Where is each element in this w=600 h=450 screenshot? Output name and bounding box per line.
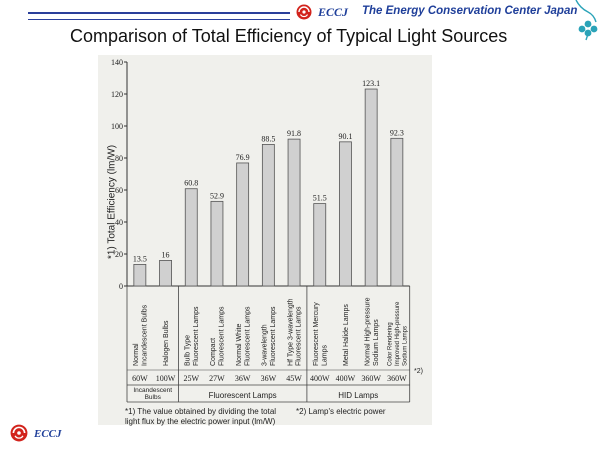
category-label: Metal Halide Lamps bbox=[343, 304, 350, 366]
group-label: HID Lamps bbox=[338, 391, 378, 400]
y-tick-label: 80 bbox=[115, 154, 123, 163]
bar-2 bbox=[159, 259, 172, 287]
power-label: 25W bbox=[183, 374, 199, 383]
footer-eccj-logo-icon bbox=[10, 424, 28, 442]
category-label: 3-wavelength Fluorescent Lamps bbox=[262, 306, 278, 366]
power-label: 100W bbox=[156, 374, 176, 383]
clover-icon bbox=[575, 0, 598, 41]
data-label: 123.1 bbox=[362, 79, 380, 88]
bar-4 bbox=[210, 200, 224, 287]
category-label: Normal White Fluorescent Lamps bbox=[236, 306, 252, 366]
power-label: 36W bbox=[235, 374, 251, 383]
category-label: Fluorescent Mercury Lamps bbox=[313, 302, 329, 366]
y-tick-label: 60 bbox=[115, 186, 123, 195]
bar-6 bbox=[261, 143, 275, 287]
category-label: Halogen Bulbs bbox=[163, 320, 170, 366]
data-label: 52.9 bbox=[210, 191, 224, 200]
data-label: 16 bbox=[162, 250, 170, 259]
power-label: 400W bbox=[310, 374, 330, 383]
data-label: 92.3 bbox=[390, 128, 404, 137]
header-rule bbox=[28, 12, 290, 20]
header-org-abbr: ECCJ bbox=[318, 5, 349, 19]
footnote-power: *2) Lamp's electric power bbox=[296, 407, 386, 416]
category-label: Color Rendering Improved High-pressure Sod… bbox=[387, 301, 408, 366]
power-label: 360W bbox=[387, 374, 407, 383]
power-note-marker: *2) bbox=[414, 368, 423, 375]
power-label: 360W bbox=[361, 374, 381, 383]
data-label: 90.1 bbox=[338, 132, 352, 141]
bar-1 bbox=[133, 263, 147, 287]
data-label: 51.5 bbox=[313, 194, 327, 203]
bar-8 bbox=[313, 203, 327, 287]
category-label: Compact Fluorescent Lamps bbox=[210, 306, 226, 366]
power-label: 36W bbox=[261, 374, 277, 383]
group-label: Incandescent Bulbs bbox=[133, 387, 172, 401]
category-label: Normal Incandescent Bulbs bbox=[133, 304, 149, 366]
data-label: 88.5 bbox=[261, 134, 275, 143]
bar-3 bbox=[184, 188, 198, 287]
footer-org-abbr: ECCJ bbox=[34, 428, 62, 440]
category-label: Normal High-pressure Sodium Lamps bbox=[364, 297, 380, 366]
header-org-name: The Energy Conservation Center Japan bbox=[362, 5, 578, 17]
footnote-efficiency: *1) The value obtained by dividing the t… bbox=[125, 407, 277, 426]
y-tick-label: 120 bbox=[111, 90, 123, 99]
category-label: Bulb Type Fluorescent Lamps bbox=[184, 306, 200, 366]
chart-title: Comparison of Total Efficiency of Typica… bbox=[70, 26, 508, 46]
y-tick-label: 40 bbox=[115, 218, 123, 227]
y-tick-label: 20 bbox=[115, 250, 123, 259]
group-label: Fluorescent Lamps bbox=[209, 391, 277, 400]
power-label: 60W bbox=[132, 374, 148, 383]
data-label: 76.9 bbox=[236, 153, 250, 162]
bar-10 bbox=[364, 88, 378, 287]
bar-7 bbox=[287, 138, 301, 287]
category-label: Hf Type 3-wavelength Fluorescent Lamps bbox=[287, 298, 303, 366]
y-tick-label: 140 bbox=[111, 58, 123, 67]
power-label: 27W bbox=[209, 374, 225, 383]
bar-5 bbox=[236, 162, 250, 287]
eccj-logo-icon bbox=[296, 4, 312, 20]
data-label: 91.8 bbox=[287, 129, 301, 138]
power-label: 45W bbox=[286, 374, 302, 383]
data-label: 60.8 bbox=[184, 179, 198, 188]
data-label: 13.5 bbox=[133, 254, 147, 263]
bar-11 bbox=[390, 137, 404, 287]
y-tick-label: 0 bbox=[119, 282, 123, 291]
power-label: 400W bbox=[336, 374, 356, 383]
y-tick-label: 100 bbox=[111, 122, 123, 131]
bar-9 bbox=[339, 141, 352, 287]
